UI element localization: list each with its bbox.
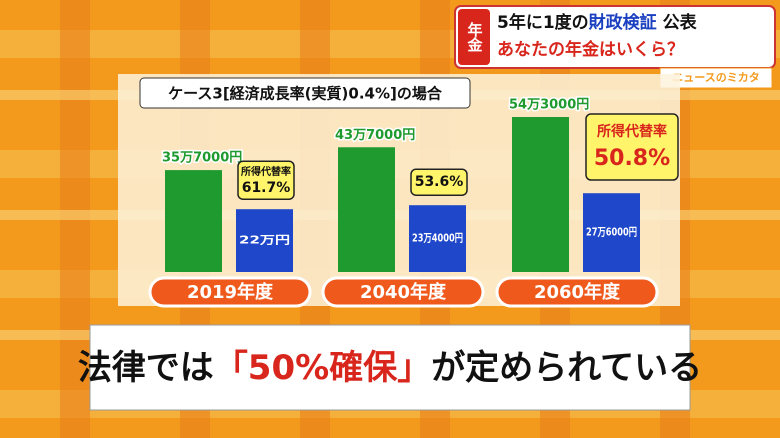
rate-title: 所得代替率 (597, 123, 667, 140)
category-pill (148, 276, 312, 308)
value-label: 43万7000円 (335, 128, 415, 143)
caption-part: 「50%確保」 (214, 348, 431, 388)
rate-box (237, 160, 295, 200)
bar (583, 193, 640, 272)
category-label: 2019年度 (187, 281, 274, 303)
headline-box (454, 5, 776, 69)
rate-box (410, 168, 468, 196)
caption-part: が定められている (431, 348, 702, 388)
bar (409, 205, 466, 272)
badge: 年金 (466, 21, 484, 52)
chart-title-box (139, 77, 471, 109)
subline: あなたの年金はいくら？ (497, 39, 684, 60)
category-pill (321, 276, 485, 308)
logo: ニュースのミカタ (672, 71, 759, 84)
value-label: 23万4000円 (412, 232, 463, 245)
value-label: 35万7000円 (162, 151, 242, 166)
caption-part: 法律では (78, 348, 214, 388)
category-label: 2060年度 (534, 281, 621, 303)
headline-part: 財政検証 (588, 12, 657, 33)
headline-part: 5年に1度の (497, 12, 589, 33)
chart: 2019年度 35万7000円 22万円 所得代替率 61.7% 2040年度 43万700… (148, 96, 679, 308)
rate-title: 所得代替率 (241, 165, 291, 178)
rate-value: 61.7% (242, 180, 291, 196)
value-label: 27万6000円 (586, 226, 637, 239)
bar (512, 117, 569, 272)
caption: 法律では「50%確保」が定められている (78, 348, 702, 388)
headline: 5年に1度の財政検証 公表 (497, 12, 698, 33)
value-label: 22万円 (239, 234, 290, 247)
bar (236, 209, 293, 272)
chart-title: ケース3[経済成長率(実質)0.4%]の場合 (168, 85, 443, 103)
headline-part: 公表 (663, 12, 698, 33)
bar (165, 170, 222, 272)
caption-box (89, 324, 691, 411)
rate-value: 53.6% (415, 174, 464, 190)
rate-box (585, 113, 679, 181)
badge-box (458, 9, 490, 65)
category-pill (495, 276, 659, 308)
category-label: 2040年度 (360, 281, 447, 303)
bar (338, 147, 395, 272)
rate-value: 50.8% (594, 146, 670, 171)
value-label: 54万3000円 (509, 98, 589, 113)
